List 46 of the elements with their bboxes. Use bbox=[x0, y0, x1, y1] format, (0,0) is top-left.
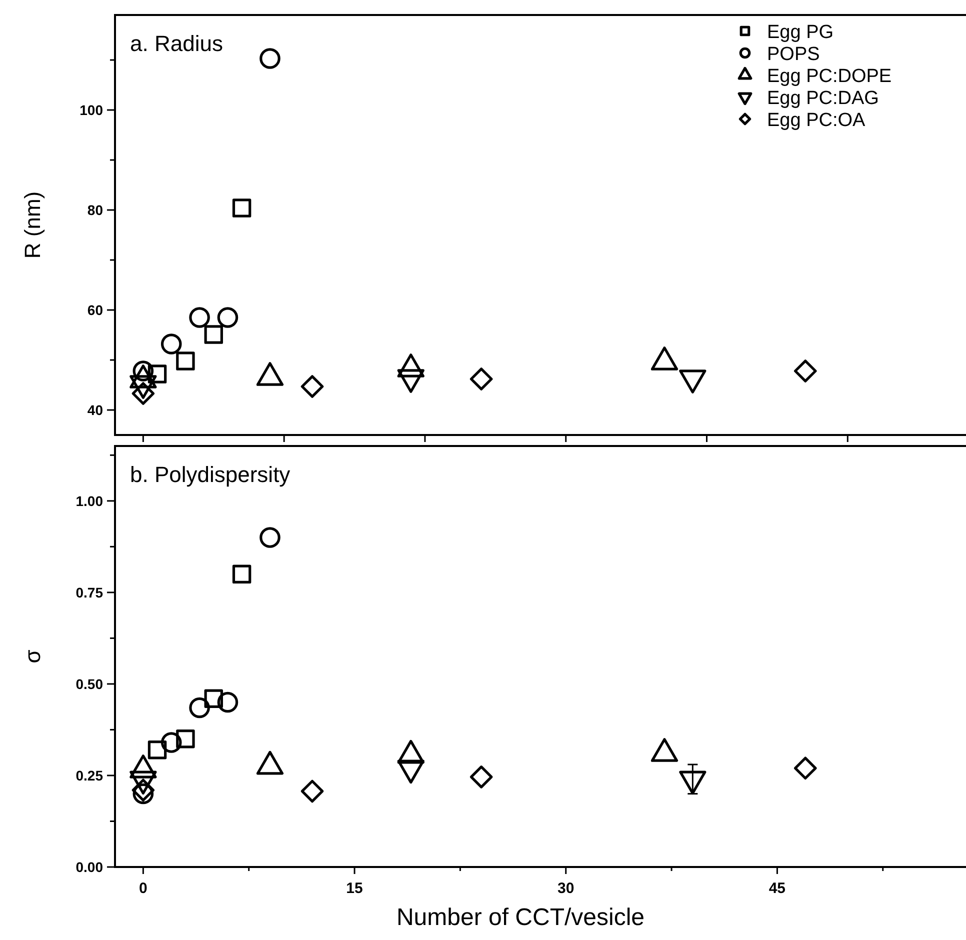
point bbox=[300, 375, 324, 398]
x-axis-title: Number of CCT/vesicle bbox=[396, 904, 645, 931]
x-tick-label: 30 bbox=[558, 880, 574, 897]
point bbox=[300, 780, 324, 803]
point bbox=[176, 352, 195, 370]
legend-label: Egg PC:DOPE bbox=[767, 66, 892, 87]
point bbox=[204, 689, 223, 708]
x-tick-label: 15 bbox=[346, 880, 363, 897]
legend-label: Egg PG bbox=[767, 22, 834, 43]
legend-label: POPS bbox=[767, 44, 820, 65]
point bbox=[132, 783, 154, 804]
point bbox=[189, 697, 210, 718]
point bbox=[148, 740, 167, 760]
x-tick-label: 45 bbox=[768, 880, 786, 897]
y-tick-label: 0.50 bbox=[76, 676, 104, 692]
text: a. Radius bbox=[130, 31, 223, 56]
legend-label: Egg PC:DAG bbox=[767, 88, 879, 109]
y-tick-label: 80 bbox=[87, 202, 104, 218]
point bbox=[148, 364, 167, 384]
y-tick-label: 0.75 bbox=[76, 584, 104, 600]
y-tick-label: 40 bbox=[87, 402, 104, 418]
point bbox=[204, 325, 223, 344]
legend-label: Egg PC:OA bbox=[767, 110, 866, 131]
point bbox=[794, 360, 817, 382]
point bbox=[176, 730, 195, 748]
x-tick-label: 0 bbox=[139, 880, 148, 897]
y-tick-label: 60 bbox=[87, 302, 104, 318]
point bbox=[260, 527, 280, 548]
y-tick-label: 1.00 bbox=[76, 492, 104, 509]
point bbox=[217, 692, 238, 713]
text: b. Polydispersity bbox=[130, 462, 290, 487]
y-axis-title: σ bbox=[20, 649, 45, 664]
point bbox=[260, 48, 280, 69]
point bbox=[470, 766, 493, 788]
point bbox=[160, 732, 182, 753]
point bbox=[160, 334, 182, 354]
y-axis-title: R (nm) bbox=[20, 191, 45, 259]
point bbox=[232, 198, 252, 218]
point bbox=[232, 564, 252, 584]
y-tick-label: 0.00 bbox=[76, 859, 104, 875]
y-tick-label: 100 bbox=[80, 102, 104, 118]
point bbox=[189, 307, 210, 328]
point bbox=[794, 756, 817, 780]
y-tick-label: 0.25 bbox=[76, 767, 104, 784]
point bbox=[217, 307, 238, 328]
point bbox=[470, 368, 493, 390]
